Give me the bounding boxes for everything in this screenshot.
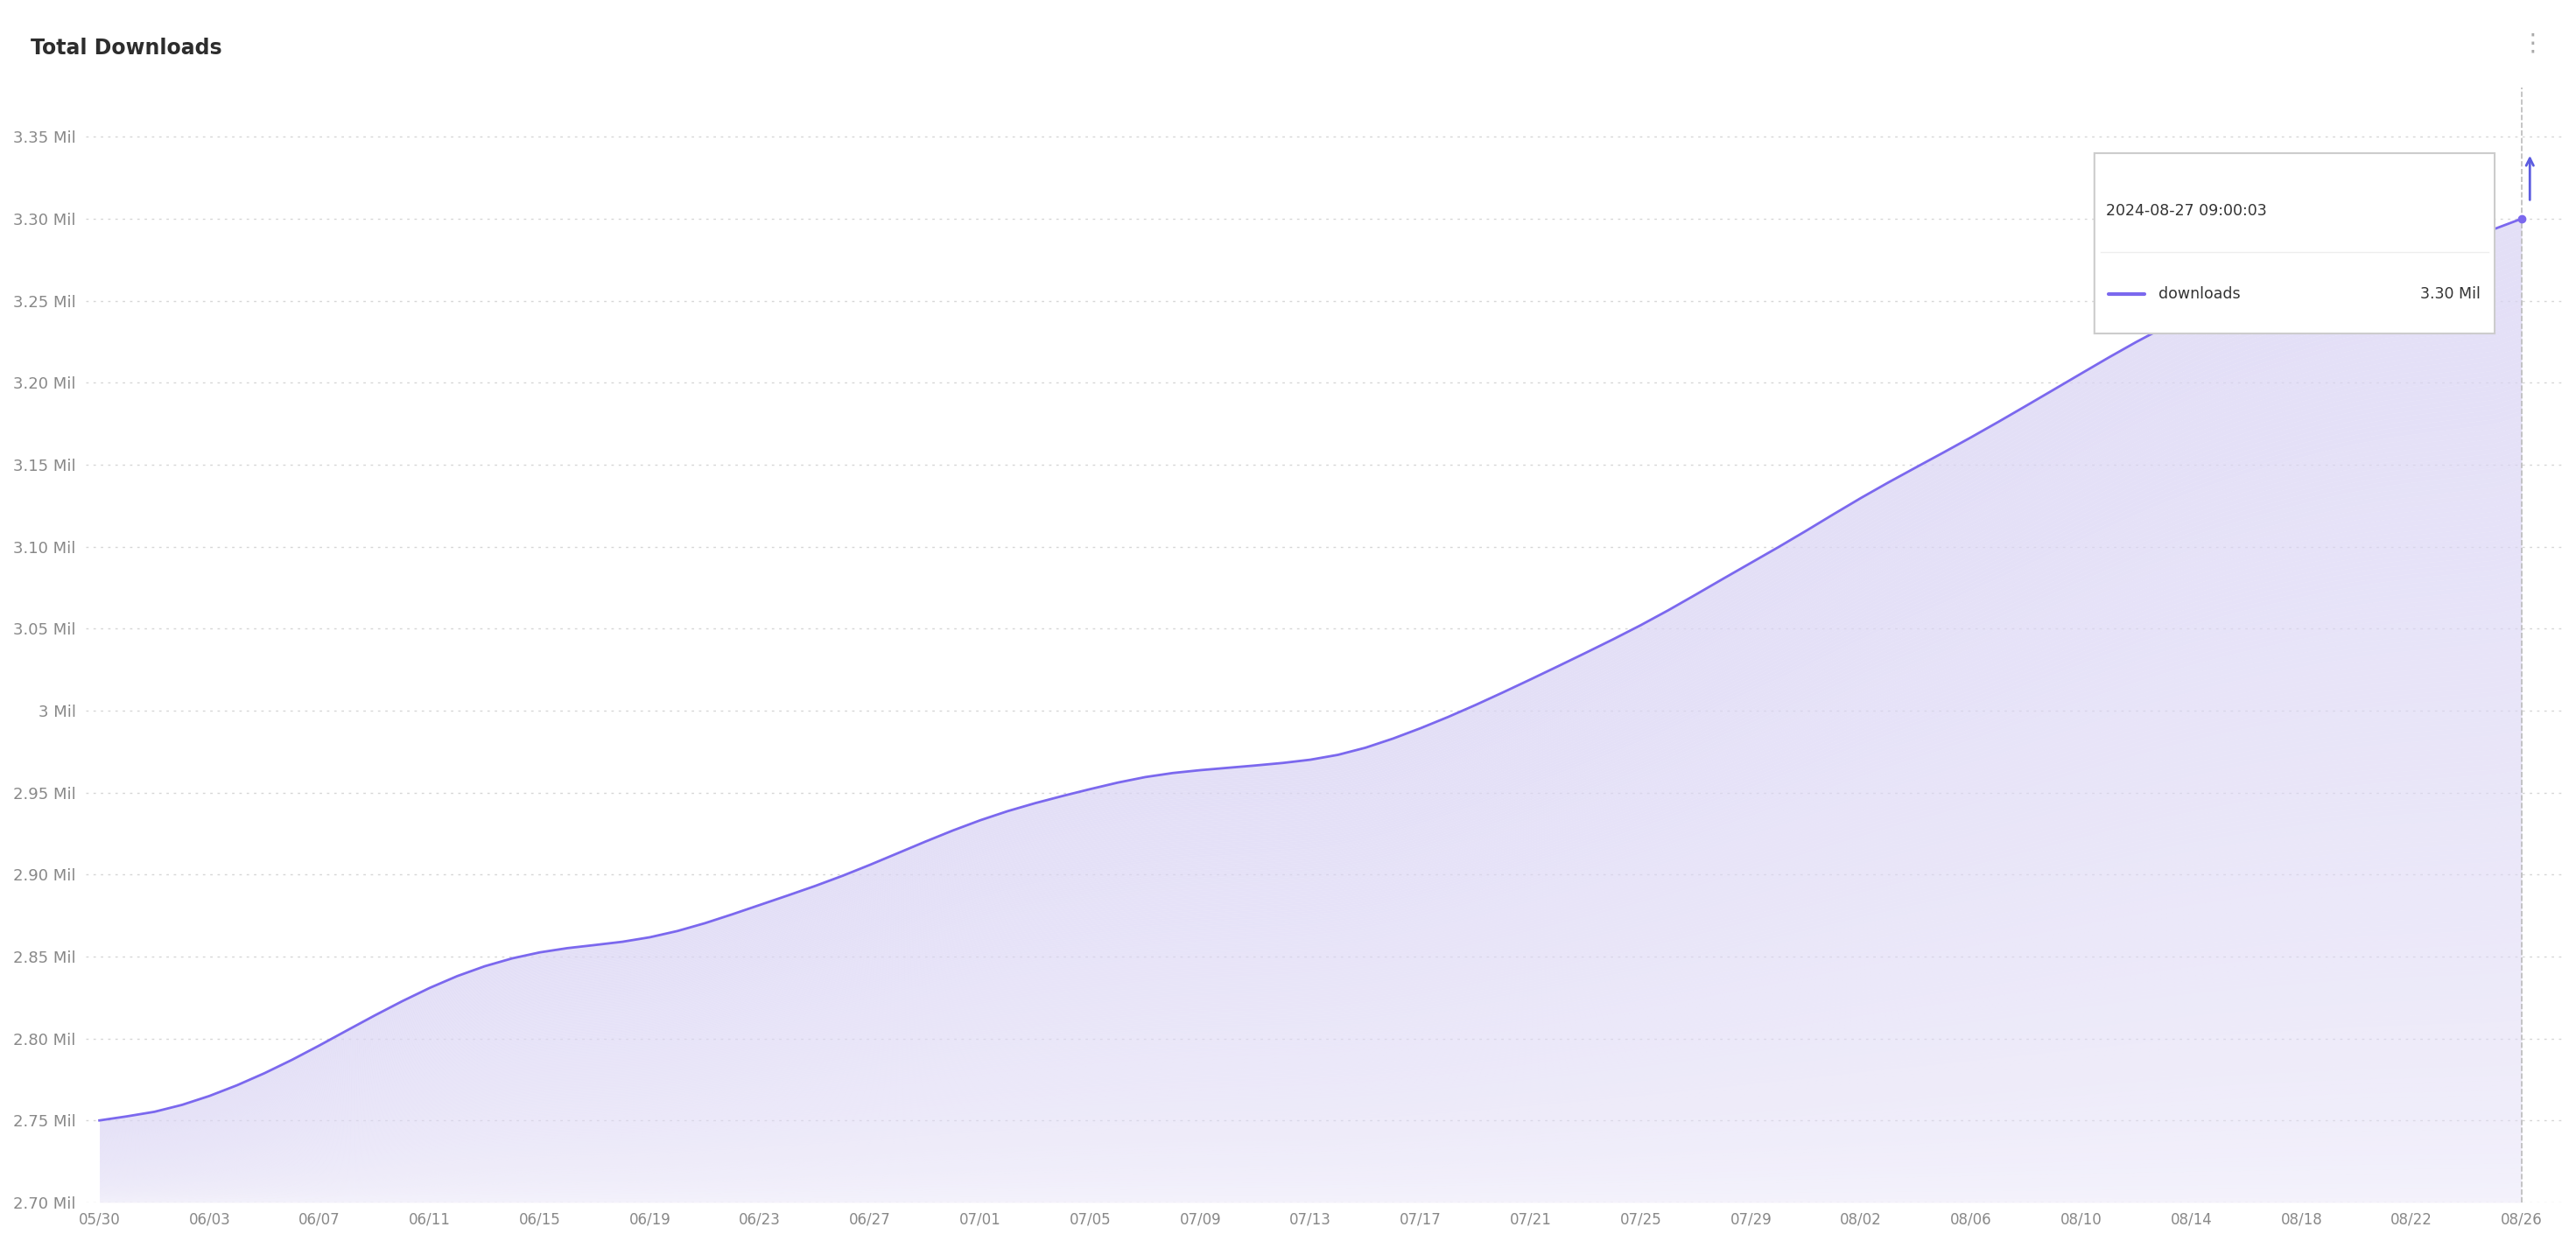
Text: ⋮: ⋮: [2522, 31, 2545, 56]
Text: 3.30 Mil: 3.30 Mil: [2419, 285, 2481, 302]
Text: downloads: downloads: [2159, 285, 2241, 302]
FancyBboxPatch shape: [2094, 153, 2494, 334]
Text: Total Downloads: Total Downloads: [31, 37, 222, 58]
Text: 2024-08-27 09:00:03: 2024-08-27 09:00:03: [2107, 204, 2267, 218]
